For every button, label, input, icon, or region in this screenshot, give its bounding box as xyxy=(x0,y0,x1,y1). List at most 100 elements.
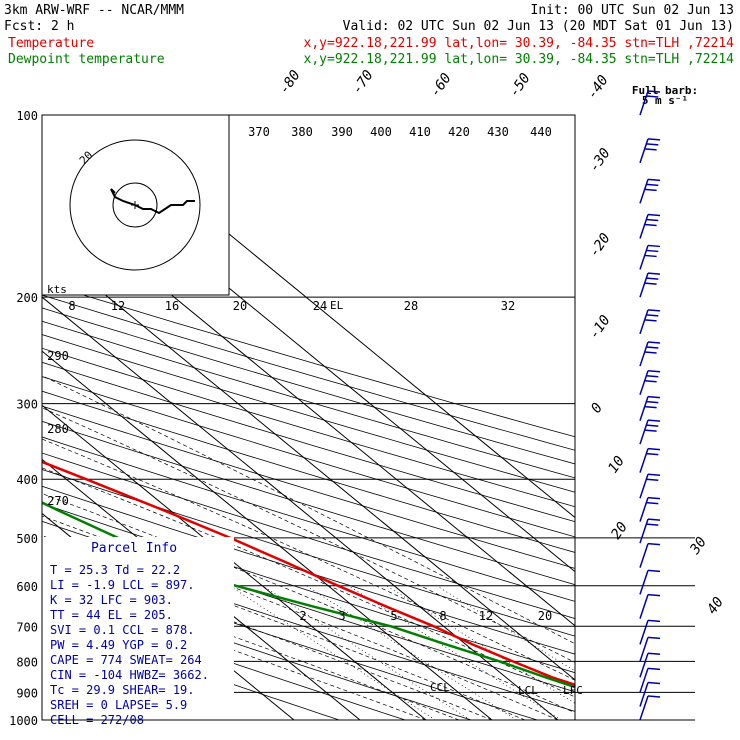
pressure-tick-700: 700 xyxy=(16,620,38,634)
parcel-info-title: Parcel Info xyxy=(91,541,177,556)
dry-adiabat xyxy=(42,334,575,493)
mixing-ratio-upper-8: 8 xyxy=(68,299,75,313)
parcel-info-row: T = 25.3 Td = 22.2 xyxy=(50,563,180,577)
pressure-tick-1000: 1000 xyxy=(9,714,38,728)
mixing-ratio-upper-16: 16 xyxy=(165,299,179,313)
forecast-hour: Fcst: 2 h xyxy=(4,19,74,34)
pressure-tick-200: 200 xyxy=(16,291,38,305)
dry-adiabat xyxy=(42,347,575,508)
mixing-ratio-upper-28: 28 xyxy=(404,299,418,313)
wind-barb-320 xyxy=(639,395,661,421)
isotherm-line xyxy=(42,458,361,720)
wind-barb-750 xyxy=(639,619,661,645)
wind-barb-510 xyxy=(639,518,661,544)
isotherm-label-1: -70 xyxy=(349,67,377,97)
pressure-tick-500: 500 xyxy=(16,532,38,546)
el-mark: EL xyxy=(330,299,344,312)
sounding-profiles xyxy=(42,460,575,689)
wind-barb-160 xyxy=(639,213,661,239)
isotherm-line xyxy=(42,296,559,720)
mixing-ratio-lower-12: 12 xyxy=(479,609,493,623)
lfc-mark: LFC xyxy=(563,684,583,697)
isotherm-label-0: -80 xyxy=(276,67,304,97)
isotherm-label-10: 20 xyxy=(608,519,631,542)
ccl-mark: CCL xyxy=(430,681,450,694)
parcel-info-row: SREH = 0 LAPSE= 5.9 xyxy=(50,698,187,712)
init-time: Init: 00 UTC Sun 02 Jun 13 xyxy=(531,3,735,18)
plot-frame xyxy=(41,114,576,721)
valid-time: Valid: 02 UTC Sun 02 Jun 13 (20 MDT Sat … xyxy=(343,19,734,34)
temperature-profile xyxy=(42,460,575,687)
wind-barb-140 xyxy=(639,178,661,204)
dry-adiabat xyxy=(42,436,575,602)
wind-barb-1000 xyxy=(639,695,661,721)
dewpoint-station-info: x,y=922.18,221.99 lat,lon= 30.39, -84.35… xyxy=(304,52,735,67)
isotherm-label-5: -30 xyxy=(586,145,614,175)
mixing-ratio-upper-32: 32 xyxy=(501,299,515,313)
dewpoint-profile xyxy=(42,501,575,689)
isotherm-label-6: -20 xyxy=(586,230,614,260)
isotherm-label-8: 0 xyxy=(588,400,606,416)
dry-adiabat xyxy=(42,597,406,720)
mixing-ratio-line xyxy=(229,585,436,720)
hodograph-trace xyxy=(110,188,195,215)
theta-label-390: 390 xyxy=(331,125,353,139)
wind-barb-350 xyxy=(639,419,661,445)
wind-barb-950 xyxy=(639,681,661,707)
hodograph: 20 kts xyxy=(41,114,230,296)
theta-label-380: 380 xyxy=(291,125,313,139)
hodograph-storm-motion-marker xyxy=(131,201,139,209)
theta-label-440: 440 xyxy=(530,125,552,139)
wind-barb-430 xyxy=(639,473,661,499)
dry-adiabat xyxy=(42,320,575,479)
theta-label-410: 410 xyxy=(409,125,431,139)
theta-label-370: 370 xyxy=(248,125,270,139)
pressure-tick-600: 600 xyxy=(16,580,38,594)
theta-low-label-290: 290 xyxy=(47,349,69,363)
dry-adiabat xyxy=(42,485,575,655)
mixing-ratio-upper-20: 20 xyxy=(233,299,247,313)
mixing-ratio-lower-3: 3 xyxy=(338,609,345,623)
isotherm-label-7: -10 xyxy=(586,312,614,342)
model-title: 3km ARW-WRF -- NCAR/MMM xyxy=(4,3,184,18)
wind-barb-260 xyxy=(639,341,661,367)
theta-low-label-280: 280 xyxy=(47,422,69,436)
isotherm-label-9: 10 xyxy=(605,453,628,476)
wind-barb-680 xyxy=(639,593,661,619)
theta-low-label-270: 270 xyxy=(47,494,69,508)
mixing-ratio-lower-2: 2 xyxy=(299,609,306,623)
wind-barb-180 xyxy=(639,244,661,270)
dry-adiabat xyxy=(42,420,575,586)
hodograph-ring-outer xyxy=(69,139,201,271)
dry-adiabat xyxy=(42,452,575,619)
isotherm-label-2: -60 xyxy=(427,70,455,100)
dry-adiabat xyxy=(42,281,575,438)
isotherm-line xyxy=(42,350,493,720)
parcel-info-row: TT = 44 EL = 205. xyxy=(50,608,173,622)
wind-barb-900 xyxy=(639,667,661,693)
hodograph-ring-inner xyxy=(112,182,158,228)
isotherm-label-12: 40 xyxy=(704,594,727,617)
parcel-info-row: CIN = -104 HWBZ= 3662. xyxy=(50,668,209,682)
wind-barb-620 xyxy=(639,569,661,595)
wind-barb-560 xyxy=(639,542,661,568)
parcel-info-row: SVI = 0.1 CCL = 878. xyxy=(50,623,195,637)
wind-barb-390 xyxy=(639,447,661,473)
dry-adiabat xyxy=(42,469,575,637)
isotherm-label-4: -40 xyxy=(584,72,612,102)
dry-adiabat xyxy=(42,307,575,465)
barb-legend-line1: Full barb: xyxy=(632,84,698,97)
isotherm-line xyxy=(42,242,575,681)
wind-barb-100 xyxy=(639,90,661,116)
mixing-ratio-upper-12: 12 xyxy=(111,299,125,313)
theta-label-430: 430 xyxy=(487,125,509,139)
mixing-ratio-line xyxy=(262,585,471,720)
wind-barb-230 xyxy=(639,309,661,335)
pressure-tick-300: 300 xyxy=(16,398,38,412)
isotherm-line xyxy=(42,404,427,720)
mixing-ratio-line xyxy=(348,585,562,720)
mixing-ratio-lower-20: 20 xyxy=(538,609,552,623)
mixing-ratio-upper-24: 24 xyxy=(313,299,327,313)
pressure-tick-900: 900 xyxy=(16,686,38,700)
